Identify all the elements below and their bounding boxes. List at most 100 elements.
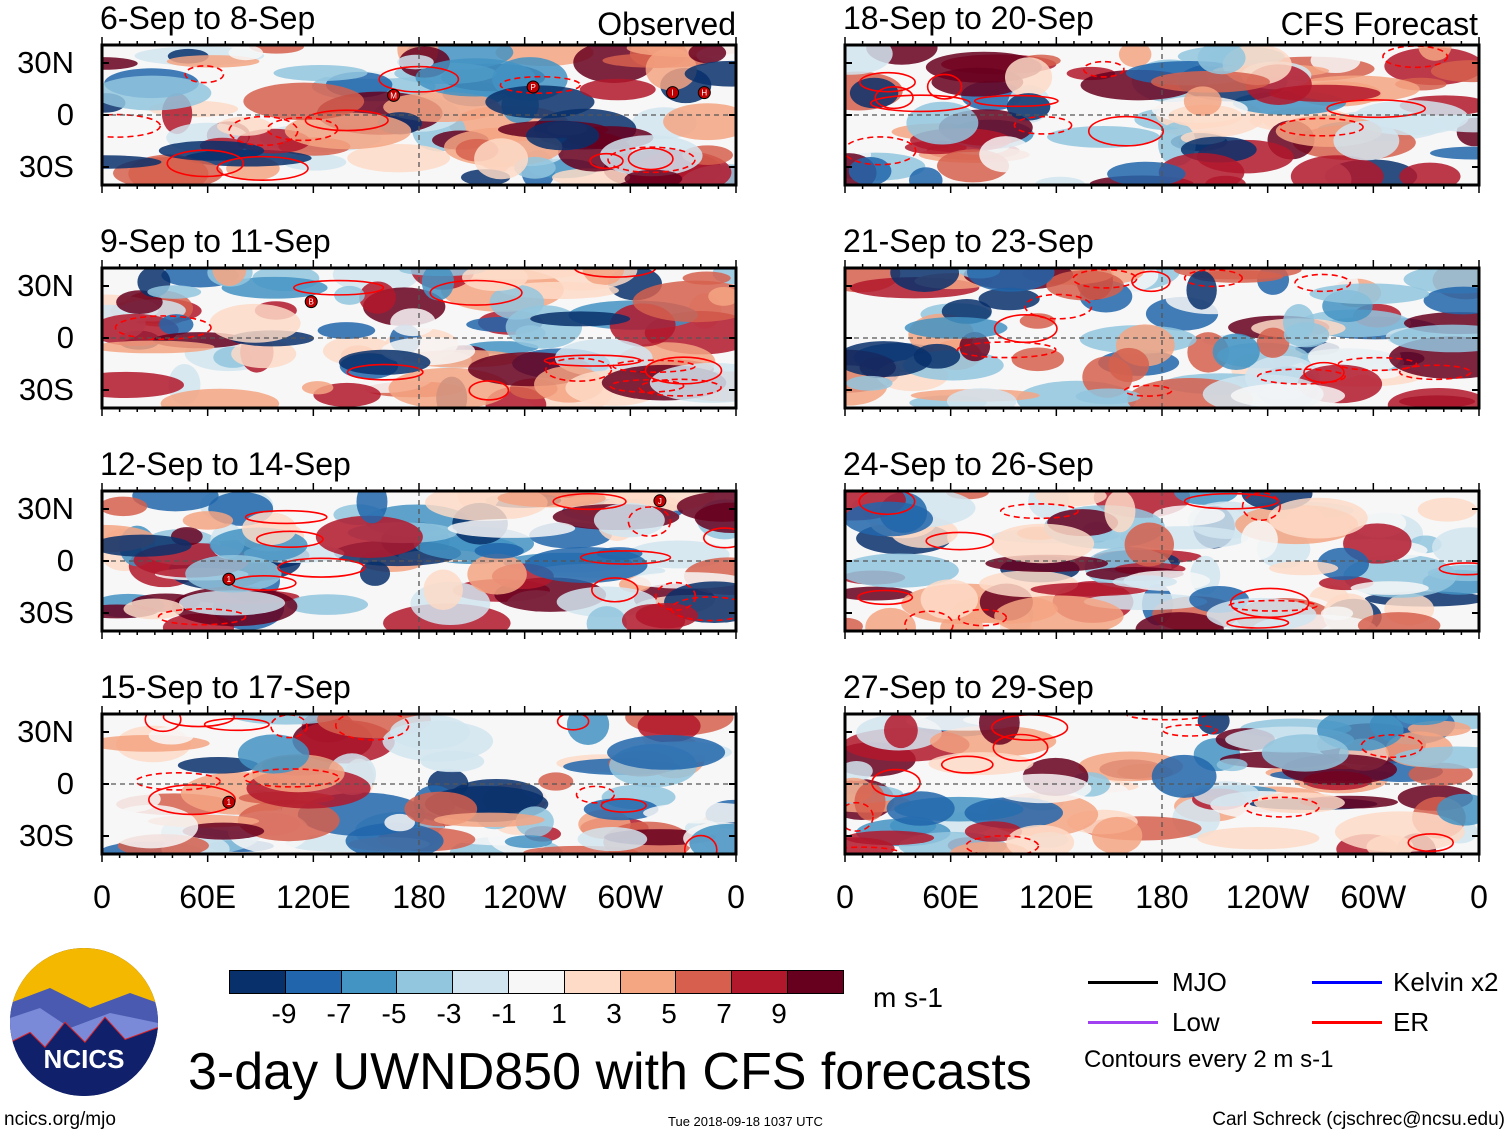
wind-anomaly-patch: [315, 515, 423, 558]
wind-anomaly-patch: [1431, 114, 1479, 133]
colorbar-bin: [230, 971, 286, 993]
wind-anomaly-patch: [1108, 347, 1150, 383]
er-contour: [1241, 491, 1281, 521]
y-tick-label: 0: [56, 766, 74, 801]
er-contour: [203, 717, 270, 732]
wind-anomaly-patch: [178, 590, 286, 616]
uwnd-map-panel: 1J: [100, 483, 738, 639]
wind-anomaly-patch: [1192, 270, 1284, 283]
wind-anomaly-patch: [964, 797, 1063, 829]
wind-anomaly-patch: [102, 155, 162, 169]
wind-anomaly-patch: [849, 77, 899, 109]
storm-label: M: [390, 91, 397, 100]
x-tick-label: 60W: [597, 879, 664, 915]
wind-anomaly-patch: [1268, 561, 1339, 576]
wind-anomaly-patch: [1399, 162, 1461, 185]
er-contour: [255, 530, 324, 548]
er-contour: [627, 506, 672, 537]
er-contour: [874, 86, 914, 110]
wind-anomaly-patch: [356, 491, 388, 524]
colorbar-bin: [564, 971, 621, 993]
y-tick-label: 30N: [17, 45, 74, 80]
er-contour: [135, 771, 221, 791]
wind-anomaly-patch: [845, 501, 934, 537]
er-contour: [858, 491, 916, 516]
wind-anomaly-patch: [1256, 327, 1290, 358]
wind-anomaly-patch: [286, 585, 366, 599]
x-tick-label: 60E: [179, 879, 237, 915]
er-contour: [1294, 273, 1351, 293]
wind-anomaly-patch: [415, 58, 536, 97]
er-contour: [957, 608, 1008, 627]
wind-anomaly-patch: [854, 782, 886, 821]
wind-anomaly-patch: [689, 823, 736, 854]
colorbar-bin: [341, 971, 398, 993]
wind-anomaly-patch: [1396, 714, 1449, 726]
wind-anomaly-patch: [1430, 146, 1479, 160]
panel-title: 15-Sep to 17-Sep: [100, 669, 351, 705]
tropical-cyclone-icon: B: [304, 295, 318, 309]
er-contour: [552, 492, 627, 511]
wind-anomaly-patch: [1206, 597, 1317, 631]
wind-anomaly-patch: [359, 561, 391, 586]
wind-anomaly-patch: [967, 268, 1055, 292]
wind-anomaly-patch: [992, 773, 1092, 804]
er-contour: [638, 378, 722, 397]
er-contour: [102, 113, 162, 138]
wind-anomaly-patch: [1268, 497, 1368, 539]
y-tick-label: 30S: [18, 149, 74, 184]
y-tick-label: 30S: [18, 595, 74, 630]
wind-anomaly-patch: [241, 512, 297, 546]
y-tick-label: 30S: [18, 372, 74, 407]
wind-anomaly-patch: [1350, 581, 1429, 595]
legend-label-kelvin: Kelvin x2: [1393, 967, 1499, 997]
er-contour: [627, 147, 674, 171]
er-contour: [162, 714, 235, 728]
er-contour: [1024, 293, 1093, 320]
wind-anomaly-patch: [1357, 612, 1441, 631]
wind-anomaly-patch: [1269, 84, 1381, 102]
wind-anomaly-patch: [643, 802, 736, 824]
wind-anomaly-patch: [883, 714, 918, 749]
x-tick-label: 0: [93, 879, 111, 915]
x-tick-label: 60W: [1340, 879, 1407, 915]
y-tick-label: 30S: [18, 818, 74, 853]
uwnd-map-panel: MPI H: [100, 37, 738, 193]
colorbar-tick-label: -3: [436, 998, 462, 1029]
er-contour: [228, 115, 299, 147]
wind-anomaly-patch: [1197, 826, 1320, 850]
wind-anomaly-patch: [1333, 120, 1400, 161]
tropical-cyclone-icon: M: [387, 88, 401, 102]
colorbar-tick-label: -7: [326, 998, 352, 1029]
x-tick-label: 180: [392, 879, 446, 915]
colorbar-bin: [508, 971, 565, 993]
wind-anomaly-patch: [338, 349, 431, 375]
wind-anomaly-patch: [230, 714, 343, 725]
x-tick-label: 0: [727, 879, 745, 915]
er-contour: [670, 596, 736, 622]
wind-anomaly-patch: [978, 714, 1020, 745]
y-tick-label: 0: [56, 543, 74, 578]
x-tick-label: 120E: [275, 879, 351, 915]
wind-anomaly-patch: [551, 168, 631, 185]
panel-title: 6-Sep to 8-Sep: [100, 0, 316, 36]
wind-anomaly-patch: [599, 135, 703, 177]
colorbar-bin: [453, 971, 509, 993]
wind-anomaly-patch: [530, 311, 631, 327]
wind-anomaly-patch: [433, 812, 545, 828]
footer-url[interactable]: ncics.org/mjo: [4, 1109, 116, 1130]
er-contour: [304, 109, 389, 132]
er-contour: [925, 531, 995, 551]
wind-anomaly-patch: [1186, 270, 1217, 310]
wind-anomaly-patch: [132, 491, 219, 512]
wind-anomaly-patch: [688, 45, 727, 64]
wind-anomaly-patch: [474, 138, 529, 180]
wind-anomaly-patch: [566, 714, 610, 745]
wind-anomaly-patch: [865, 607, 916, 631]
wind-anomaly-patch: [228, 45, 263, 61]
er-contour: [857, 589, 914, 606]
storm-label: J: [658, 497, 662, 506]
er-contour: [266, 116, 339, 142]
wind-anomaly-patch: [845, 617, 863, 631]
wind-anomaly-patch: [890, 268, 960, 292]
